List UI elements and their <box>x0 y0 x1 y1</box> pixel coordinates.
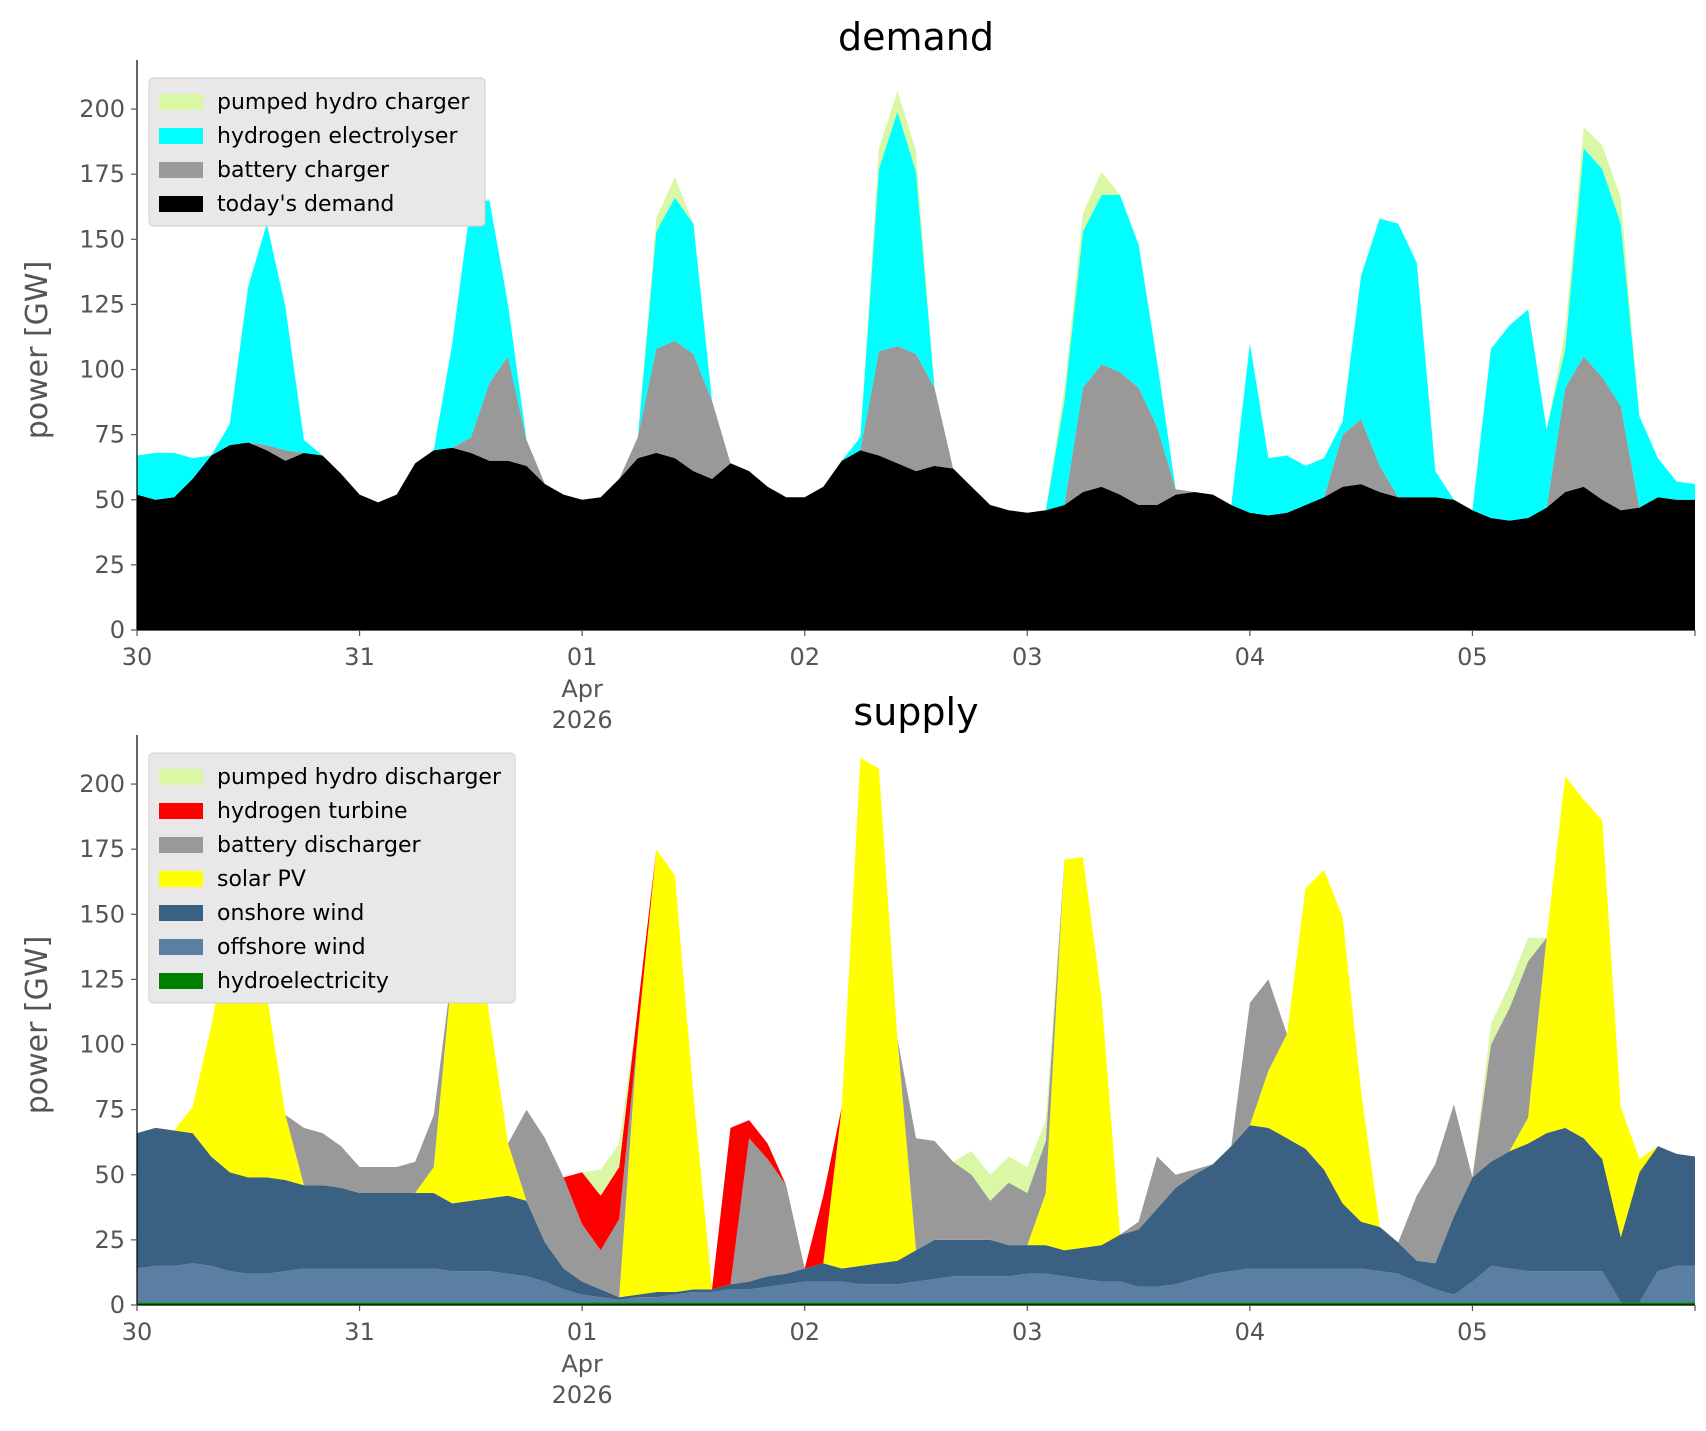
x-tick-label: 01 <box>567 1318 598 1346</box>
area-hydrogen-electrolyser <box>137 111 1695 521</box>
y-tick-label: 175 <box>79 160 125 188</box>
y-tick-label: 0 <box>110 616 125 644</box>
legend-label-hydroelectricity: hydroelectricity <box>217 969 389 994</box>
series-areas <box>137 758 1695 1305</box>
legend-label-onshore-wind: onshore wind <box>217 901 364 926</box>
y-tick-label: 175 <box>79 835 125 863</box>
y-tick-label: 125 <box>79 965 125 993</box>
area-battery-discharger <box>137 758 1695 1298</box>
legend-swatch-solar-pv <box>159 871 203 887</box>
y-axis-label: power [GW] <box>20 261 55 440</box>
x-tick-label: 31 <box>344 1318 375 1346</box>
x-tick-label: 31 <box>344 643 375 671</box>
x-tick-label: 05 <box>1457 1318 1488 1346</box>
legend-swatch-today-s-demand <box>159 196 203 212</box>
y-tick-label: 75 <box>94 1096 125 1124</box>
supply-panel: supply power [GW] 0 25 50 75 100 125 150 175 200 30… <box>20 690 1696 1409</box>
legend-label-solar-pv: solar PV <box>217 867 306 892</box>
y-tick-label: 125 <box>79 290 125 318</box>
area-battery-charger <box>137 340 1695 521</box>
x-tick-label: 30 <box>122 643 153 671</box>
x-tick-label: 02 <box>789 643 820 671</box>
x-tick-month-label: Apr <box>561 675 603 703</box>
demand-panel: demand power [GW] 0 25 50 75 100 125 150 175 200 30… <box>20 15 1696 734</box>
legend: pumped hydro charger hydrogen electrolyse… <box>148 77 486 227</box>
y-tick-label: 75 <box>94 421 125 449</box>
legend-swatch-battery-discharger <box>159 837 203 853</box>
y-tick-label: 200 <box>79 770 125 798</box>
series-areas <box>137 90 1695 630</box>
legend-box <box>148 77 486 227</box>
area-today-s-demand <box>137 442 1695 630</box>
legend-label-battery-charger: battery charger <box>217 158 390 183</box>
legend-swatch-battery-charger <box>159 162 203 178</box>
x-tick-year-label: 2026 <box>552 1381 613 1409</box>
legend-swatch-hydrogen-turbine <box>159 803 203 819</box>
x-tick-label: 02 <box>789 1318 820 1346</box>
y-tick-label: 25 <box>94 1226 125 1254</box>
legend-label-hydrogen-turbine: hydrogen turbine <box>217 799 408 824</box>
y-tick-label: 150 <box>79 900 125 928</box>
legend-swatch-hydroelectricity <box>159 973 203 989</box>
legend-box <box>148 752 516 1004</box>
y-tick-label: 50 <box>94 486 125 514</box>
x-tick-label: 03 <box>1012 643 1043 671</box>
x-tick-year-label: 2026 <box>552 706 613 734</box>
legend-swatch-pumped-hydro-charger <box>159 94 203 110</box>
area-solar-pv <box>137 758 1695 1298</box>
legend-swatch-hydrogen-electrolyser <box>159 128 203 144</box>
y-tick-label: 50 <box>94 1161 125 1189</box>
legend-swatch-onshore-wind <box>159 905 203 921</box>
chart-title: demand <box>838 15 994 59</box>
x-tick-label: 01 <box>567 643 598 671</box>
x-tick-label: 05 <box>1457 643 1488 671</box>
legend-label-today-s-demand: today's demand <box>217 192 394 217</box>
y-tick-label: 25 <box>94 551 125 579</box>
y-tick-label: 200 <box>79 95 125 123</box>
chart-title: supply <box>853 690 978 734</box>
x-tick-label: 04 <box>1235 643 1266 671</box>
legend-label-hydrogen-electrolyser: hydrogen electrolyser <box>217 124 458 149</box>
y-tick-label: 100 <box>79 356 125 384</box>
area-onshore-wind <box>137 1125 1695 1303</box>
legend-swatch-pumped-hydro-discharger <box>159 769 203 785</box>
x-tick-label: 03 <box>1012 1318 1043 1346</box>
legend-label-pumped-hydro-discharger: pumped hydro discharger <box>217 765 502 790</box>
x-tick-label: 30 <box>122 1318 153 1346</box>
legend: pumped hydro discharger hydrogen turbine b… <box>148 752 516 1004</box>
legend-swatch-offshore-wind <box>159 939 203 955</box>
y-tick-label: 0 <box>110 1291 125 1319</box>
y-axis-label: power [GW] <box>20 936 55 1115</box>
area-offshore-wind <box>137 1263 1695 1303</box>
legend-label-pumped-hydro-charger: pumped hydro charger <box>217 90 470 115</box>
legend-label-battery-discharger: battery discharger <box>217 833 422 858</box>
legend-label-offshore-wind: offshore wind <box>217 935 366 960</box>
x-tick-month-label: Apr <box>561 1350 603 1378</box>
x-tick-label: 04 <box>1235 1318 1266 1346</box>
area-hydroelectricity <box>137 1302 1695 1305</box>
y-tick-label: 100 <box>79 1031 125 1059</box>
y-tick-label: 150 <box>79 225 125 253</box>
